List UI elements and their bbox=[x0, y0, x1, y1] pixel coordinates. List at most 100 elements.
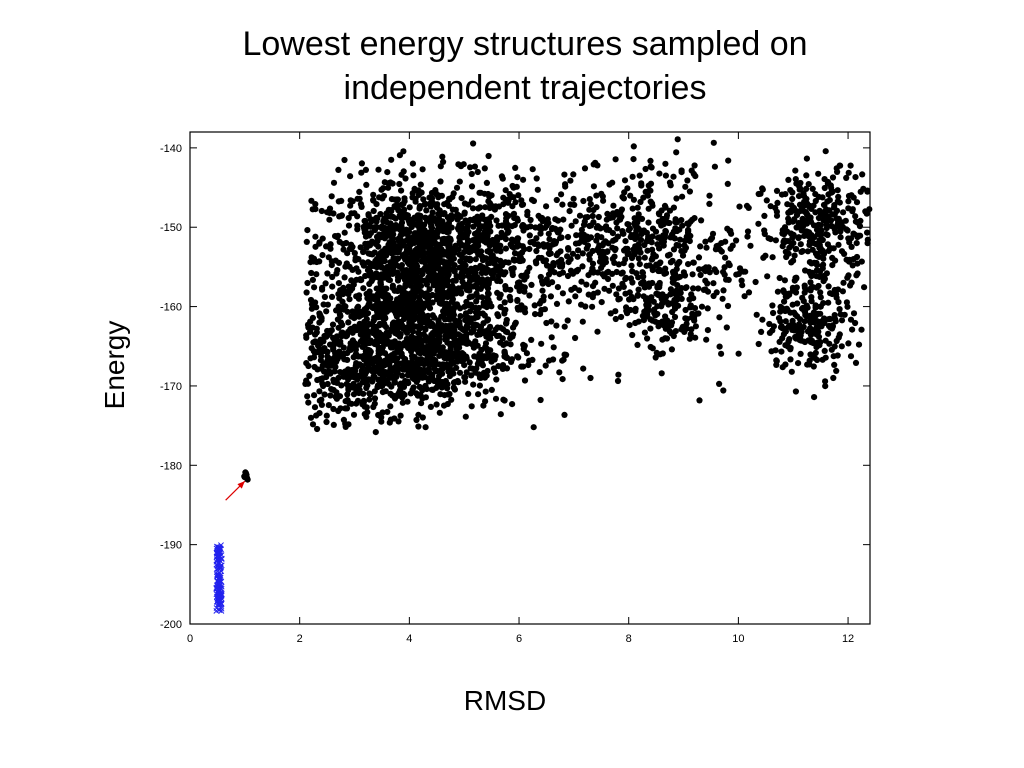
data-point bbox=[503, 221, 510, 228]
data-point bbox=[335, 166, 342, 173]
data-point bbox=[559, 290, 567, 297]
data-point bbox=[758, 328, 765, 335]
data-point bbox=[474, 322, 481, 329]
data-point bbox=[354, 342, 361, 349]
data-point bbox=[634, 341, 641, 348]
data-point bbox=[848, 279, 855, 286]
data-point bbox=[392, 306, 399, 314]
data-point bbox=[448, 298, 456, 305]
data-point bbox=[679, 193, 686, 200]
data-point bbox=[309, 276, 316, 283]
data-point bbox=[304, 279, 311, 287]
data-point bbox=[807, 339, 815, 346]
data-point bbox=[339, 321, 346, 329]
data-point bbox=[321, 332, 328, 340]
data-point bbox=[549, 224, 556, 232]
data-point bbox=[619, 269, 626, 276]
data-point bbox=[626, 322, 633, 329]
data-point bbox=[470, 223, 477, 230]
data-point bbox=[501, 299, 508, 306]
data-point bbox=[710, 280, 717, 287]
data-point bbox=[509, 203, 516, 210]
data-point bbox=[786, 336, 793, 343]
data-point bbox=[561, 351, 568, 358]
data-point bbox=[421, 292, 428, 299]
data-point bbox=[822, 383, 829, 390]
data-point bbox=[471, 267, 478, 274]
data-point bbox=[491, 206, 498, 213]
data-point bbox=[360, 353, 367, 360]
data-point bbox=[630, 156, 637, 163]
data-point bbox=[324, 348, 331, 355]
data-point bbox=[609, 244, 616, 251]
data-point bbox=[351, 383, 358, 390]
data-point bbox=[679, 252, 687, 259]
data-point bbox=[436, 361, 443, 368]
data-point bbox=[399, 366, 406, 373]
data-point bbox=[661, 298, 668, 305]
data-point bbox=[627, 192, 634, 199]
data-point bbox=[632, 319, 639, 327]
data-point bbox=[864, 236, 871, 243]
data-point bbox=[508, 358, 515, 365]
data-point bbox=[692, 334, 699, 341]
data-point bbox=[449, 305, 456, 313]
data-point bbox=[366, 396, 373, 403]
data-point bbox=[387, 269, 394, 276]
data-point bbox=[622, 290, 629, 297]
data-point bbox=[429, 376, 436, 383]
plot-frame bbox=[189, 131, 871, 625]
data-point bbox=[821, 347, 828, 354]
data-point bbox=[606, 227, 613, 234]
data-point bbox=[567, 201, 574, 208]
data-point bbox=[484, 367, 491, 375]
data-point bbox=[682, 183, 689, 190]
data-point bbox=[404, 398, 411, 405]
data-point bbox=[391, 379, 398, 386]
data-point bbox=[355, 268, 362, 275]
data-point bbox=[337, 405, 344, 412]
data-point bbox=[404, 372, 411, 379]
data-point bbox=[430, 282, 437, 289]
data-point bbox=[389, 222, 396, 229]
data-point bbox=[357, 276, 364, 283]
data-point bbox=[393, 313, 400, 320]
data-point bbox=[470, 140, 477, 147]
data-point bbox=[475, 242, 482, 249]
data-point bbox=[503, 319, 510, 326]
data-point bbox=[381, 350, 389, 357]
data-point bbox=[555, 229, 562, 236]
data-point bbox=[480, 320, 487, 327]
data-point bbox=[559, 269, 567, 276]
data-point bbox=[358, 169, 365, 176]
data-point bbox=[818, 323, 825, 330]
data-point bbox=[477, 264, 484, 271]
data-point bbox=[344, 250, 351, 257]
data-point bbox=[497, 257, 504, 264]
data-point bbox=[508, 401, 516, 408]
data-point bbox=[354, 397, 362, 404]
data-point bbox=[800, 323, 807, 331]
data-point bbox=[393, 249, 400, 256]
data-point bbox=[689, 271, 696, 278]
x-marker-stroke bbox=[216, 607, 223, 613]
data-point bbox=[642, 165, 649, 173]
data-point bbox=[419, 369, 426, 376]
data-point bbox=[408, 319, 415, 326]
data-point bbox=[371, 355, 378, 363]
data-point bbox=[429, 257, 436, 264]
data-point bbox=[659, 350, 666, 357]
data-point bbox=[312, 206, 319, 213]
data-point bbox=[341, 229, 348, 236]
data-point bbox=[545, 220, 552, 227]
data-point bbox=[670, 173, 677, 180]
data-point bbox=[359, 362, 366, 370]
data-point bbox=[720, 287, 727, 294]
data-point bbox=[419, 166, 426, 173]
data-point bbox=[644, 307, 651, 314]
data-point bbox=[645, 219, 652, 226]
data-point bbox=[632, 308, 639, 315]
data-point bbox=[426, 194, 433, 201]
data-point bbox=[497, 411, 504, 418]
data-point bbox=[476, 331, 484, 338]
